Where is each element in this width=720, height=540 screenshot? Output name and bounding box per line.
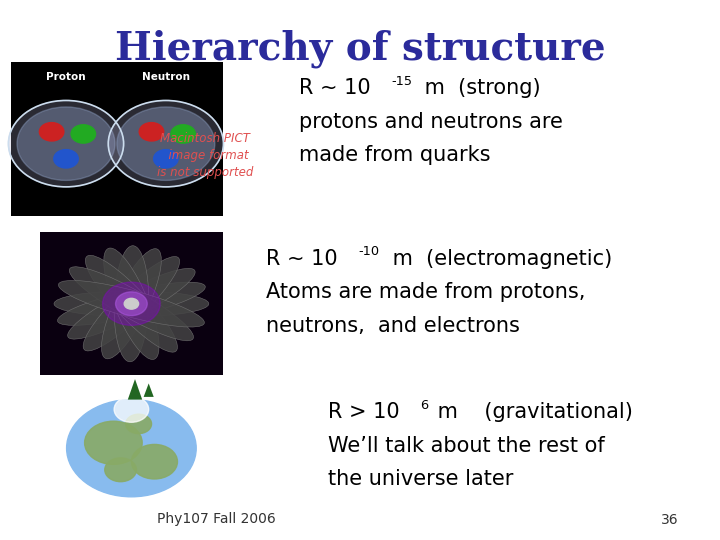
Text: R ~ 10: R ~ 10 <box>266 248 338 268</box>
Circle shape <box>108 100 223 187</box>
Bar <box>11 62 223 216</box>
Circle shape <box>117 107 215 180</box>
Text: We’ll talk about the rest of: We’ll talk about the rest of <box>328 436 604 456</box>
Text: protons and neutrons are: protons and neutrons are <box>299 112 562 132</box>
Text: m    (gravitational): m (gravitational) <box>431 402 632 422</box>
Text: the universe later: the universe later <box>328 469 513 489</box>
Ellipse shape <box>104 248 159 360</box>
Polygon shape <box>144 383 154 397</box>
Text: Neutron: Neutron <box>142 72 190 82</box>
Polygon shape <box>128 379 143 400</box>
Circle shape <box>125 414 152 434</box>
Circle shape <box>103 282 161 325</box>
Circle shape <box>17 107 115 180</box>
Text: made from quarks: made from quarks <box>299 145 490 165</box>
Bar <box>40 232 223 375</box>
Text: Atoms are made from protons,: Atoms are made from protons, <box>266 282 586 302</box>
Ellipse shape <box>68 268 195 339</box>
Text: neutrons,  and electrons: neutrons, and electrons <box>266 315 521 335</box>
Circle shape <box>114 396 149 422</box>
Circle shape <box>9 100 124 187</box>
Text: 36: 36 <box>661 512 678 526</box>
Ellipse shape <box>58 280 204 327</box>
Circle shape <box>131 444 177 479</box>
Text: Proton: Proton <box>46 72 86 82</box>
Circle shape <box>171 125 195 143</box>
Circle shape <box>71 125 96 143</box>
Text: m  (strong): m (strong) <box>418 78 541 98</box>
Text: R ~ 10: R ~ 10 <box>299 78 370 98</box>
Text: Macintosh PICT
  image format
is not supported: Macintosh PICT image format is not suppo… <box>157 132 253 179</box>
Ellipse shape <box>83 256 180 351</box>
Circle shape <box>125 298 138 309</box>
Circle shape <box>139 123 163 141</box>
Text: Hierarchy of structure: Hierarchy of structure <box>114 30 606 68</box>
Text: Phy107 Fall 2006: Phy107 Fall 2006 <box>157 512 275 526</box>
Ellipse shape <box>86 255 177 352</box>
Circle shape <box>40 123 64 141</box>
Ellipse shape <box>102 248 161 359</box>
Ellipse shape <box>54 291 209 316</box>
Text: m  (electromagnetic): m (electromagnetic) <box>386 248 612 268</box>
Circle shape <box>67 400 196 497</box>
Text: R > 10: R > 10 <box>328 402 399 422</box>
Circle shape <box>115 292 148 315</box>
Ellipse shape <box>69 267 194 341</box>
Ellipse shape <box>114 246 149 362</box>
Circle shape <box>105 458 137 482</box>
Circle shape <box>85 421 143 464</box>
Circle shape <box>54 150 78 168</box>
Ellipse shape <box>58 282 205 325</box>
Text: 6: 6 <box>420 399 428 412</box>
Text: -15: -15 <box>391 75 413 88</box>
Circle shape <box>153 150 178 168</box>
Text: -10: -10 <box>359 245 380 258</box>
